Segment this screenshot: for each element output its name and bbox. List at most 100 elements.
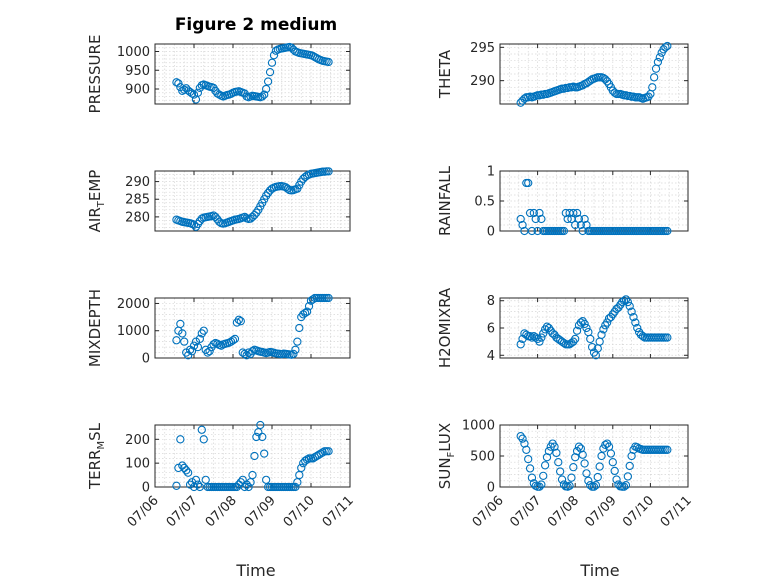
data-point — [578, 450, 587, 459]
data-point — [539, 329, 548, 338]
data-point — [289, 349, 298, 359]
y-axis-label: THETA — [436, 49, 454, 99]
y-axis-label: RAINFALL — [436, 165, 454, 236]
data-point — [653, 57, 663, 67]
data-point — [189, 90, 199, 99]
data-point — [215, 217, 224, 226]
data-point — [324, 57, 333, 67]
data-point — [580, 459, 589, 468]
data-point — [302, 455, 312, 464]
data-point — [203, 348, 212, 357]
data-point — [187, 347, 197, 356]
y-tick-label: 0 — [142, 352, 150, 367]
data-point — [522, 445, 531, 454]
data-point — [256, 420, 265, 430]
data-point — [638, 332, 648, 341]
data-point — [263, 77, 273, 86]
data-point — [587, 342, 597, 352]
data-point — [182, 466, 191, 475]
subplot-sun_flux: 0 500 1000 SUNFLUX 07/06 07/07 07/08 07/09 07/10… — [436, 419, 695, 531]
data-point — [318, 448, 327, 457]
axes-frame — [499, 424, 689, 488]
axes-frame — [154, 43, 351, 105]
y-axis-label: PRESSURE — [86, 35, 104, 114]
y-tick-label: 0 — [487, 481, 495, 496]
axes-frame — [499, 43, 689, 105]
data-point — [209, 340, 218, 349]
data-point — [234, 315, 243, 324]
data-point — [260, 449, 269, 458]
x-tick-label: 07/07 — [164, 493, 201, 530]
data-point — [563, 214, 572, 224]
data-point — [269, 51, 279, 60]
data-point — [189, 341, 199, 350]
data-point — [516, 340, 525, 349]
data-point — [569, 208, 578, 218]
data-point — [518, 434, 527, 443]
y-axis-label: TERRMSL — [86, 422, 107, 490]
data-point — [567, 473, 576, 482]
data-point — [582, 469, 591, 478]
x-tick-label: 07/11 — [320, 493, 357, 530]
y-tick-label: 1000 — [117, 324, 150, 339]
data-point — [663, 445, 672, 454]
data-point — [625, 302, 634, 311]
data-point — [576, 318, 585, 327]
data-point — [582, 323, 591, 333]
y-tick-label: 4 — [487, 349, 495, 364]
y-axis-label-part: SL — [86, 422, 104, 441]
data-point — [529, 208, 538, 218]
x-tick-label: 07/06 — [470, 493, 507, 530]
data-point — [554, 458, 563, 467]
data-point — [176, 319, 185, 329]
data-point — [557, 475, 567, 484]
y-tick-label: 900 — [125, 83, 150, 98]
x-tick-label: 07/08 — [545, 493, 582, 530]
data-point — [524, 454, 533, 464]
data-point — [324, 293, 333, 303]
data-point — [606, 449, 616, 458]
y-tick-label: 1000 — [462, 419, 495, 434]
data-point — [576, 444, 585, 453]
x-tick-label: 07/08 — [203, 493, 240, 530]
subplot-terr_msl: 0 100 200 TERRMSL 07/06 07/07 07/08 07/09 07/10 0… — [86, 420, 357, 530]
data-point — [633, 323, 642, 333]
x-tick-label: 07/07 — [507, 493, 544, 530]
y-tick-label: 950 — [125, 64, 150, 79]
data-point — [302, 171, 312, 180]
data-point — [603, 77, 612, 86]
data-point — [240, 212, 249, 222]
data-point — [589, 482, 599, 491]
data-point — [650, 73, 659, 82]
data-point — [655, 53, 664, 62]
data-point — [535, 337, 544, 346]
data-point — [539, 471, 548, 480]
data-point — [531, 214, 540, 224]
data-point — [571, 334, 580, 344]
data-point — [572, 208, 582, 218]
subplot-theta: 290 295 THETA — [436, 41, 689, 107]
y-axis-label: AIRTEMP — [86, 170, 107, 233]
x-tick-label: 07/11 — [658, 493, 695, 530]
data-point — [300, 308, 310, 318]
y-axis-label-sub: M — [96, 441, 107, 450]
data-point — [619, 482, 629, 491]
x-tick-label: 07/10 — [620, 493, 657, 530]
data-point — [591, 480, 601, 490]
data-point — [260, 90, 269, 99]
data-point — [258, 92, 267, 101]
data-point — [193, 88, 203, 97]
y-tick-label: 2000 — [117, 297, 150, 312]
y-tick-label: 500 — [470, 450, 495, 465]
data-point — [172, 336, 181, 345]
data-point — [593, 472, 602, 482]
data-point — [308, 295, 318, 304]
data-point — [661, 43, 670, 52]
data-point — [172, 481, 181, 490]
y-tick-label: 280 — [125, 210, 150, 225]
data-point — [240, 482, 249, 492]
subplot-h2omixra: 4 6 8 H2OMIXRA — [436, 287, 689, 368]
data-point — [244, 482, 253, 492]
